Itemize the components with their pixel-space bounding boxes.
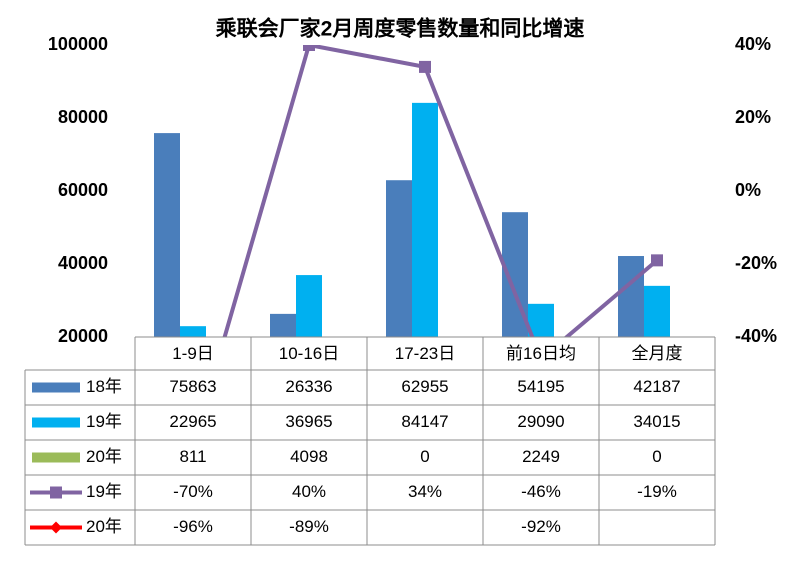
legend-swatch [32,382,80,393]
legend-label: 20年 [86,447,122,466]
bar [644,285,670,337]
y2-tick-label: 20% [735,107,771,127]
legend-swatch [32,417,80,428]
table-cell: 42187 [633,377,680,396]
x-tick-label: 10-16日 [279,344,339,363]
y-tick-label: 80000 [58,107,108,127]
table-cell: 54195 [517,377,564,396]
x-tick-label: 17-23日 [395,344,455,363]
plot-area [154,45,670,547]
legend-swatch [32,452,80,463]
table-cell: -96% [173,517,213,536]
legend-label: 19年 [86,482,122,501]
table-cell: 34% [408,482,442,501]
table-cell: -89% [289,517,329,536]
chart-title: 乘联会厂家2月周度零售数量和同比增速 [215,17,585,41]
y-tick-label: 20000 [58,326,108,346]
y2-tick-label: 40% [735,34,771,54]
x-tick-label: 前16日均 [506,344,576,363]
table-cell: 4098 [290,447,328,466]
table-cell: 84147 [401,412,448,431]
bar [386,180,412,337]
table-cell: 2249 [522,447,560,466]
bar [154,133,180,337]
legend-marker [50,486,62,499]
y2-tick-label: -20% [735,253,777,273]
y-tick-label: 40000 [58,253,108,273]
table-cell: -70% [173,482,213,501]
table-cell: 75863 [169,377,216,396]
legend-label: 19年 [86,412,122,431]
bar [180,326,206,337]
table-cell: 40% [292,482,326,501]
y-tick-label: 100000 [48,34,108,54]
bar [412,102,438,337]
marker [419,60,431,73]
table-cell: -46% [521,482,561,501]
legend-marker [50,521,62,534]
y2-tick-label: 0% [735,180,761,200]
bar [270,313,296,337]
legend-label: 20年 [86,517,122,536]
table-cell: 62955 [401,377,448,396]
bar [296,275,322,337]
table-cell: 811 [179,447,206,466]
table-cell: 22965 [169,412,216,431]
table-cell: -19% [637,482,677,501]
bar [528,303,554,337]
table-cell: 26336 [285,377,332,396]
table-cell: -92% [521,517,561,536]
x-tick-label: 1-9日 [172,344,214,363]
bar [618,256,644,337]
table-cell: 29090 [517,412,564,431]
table-cell: 36965 [285,412,332,431]
legend-label: 18年 [86,377,122,396]
marker [187,535,199,547]
y2-tick-label: -40% [735,326,777,346]
table-cell: 34015 [633,412,680,431]
table-cell: 0 [420,447,429,466]
marker [651,254,663,267]
table-cell: 0 [652,447,661,466]
y-tick-label: 60000 [58,180,108,200]
marker [303,45,315,51]
x-tick-label: 全月度 [632,344,683,363]
